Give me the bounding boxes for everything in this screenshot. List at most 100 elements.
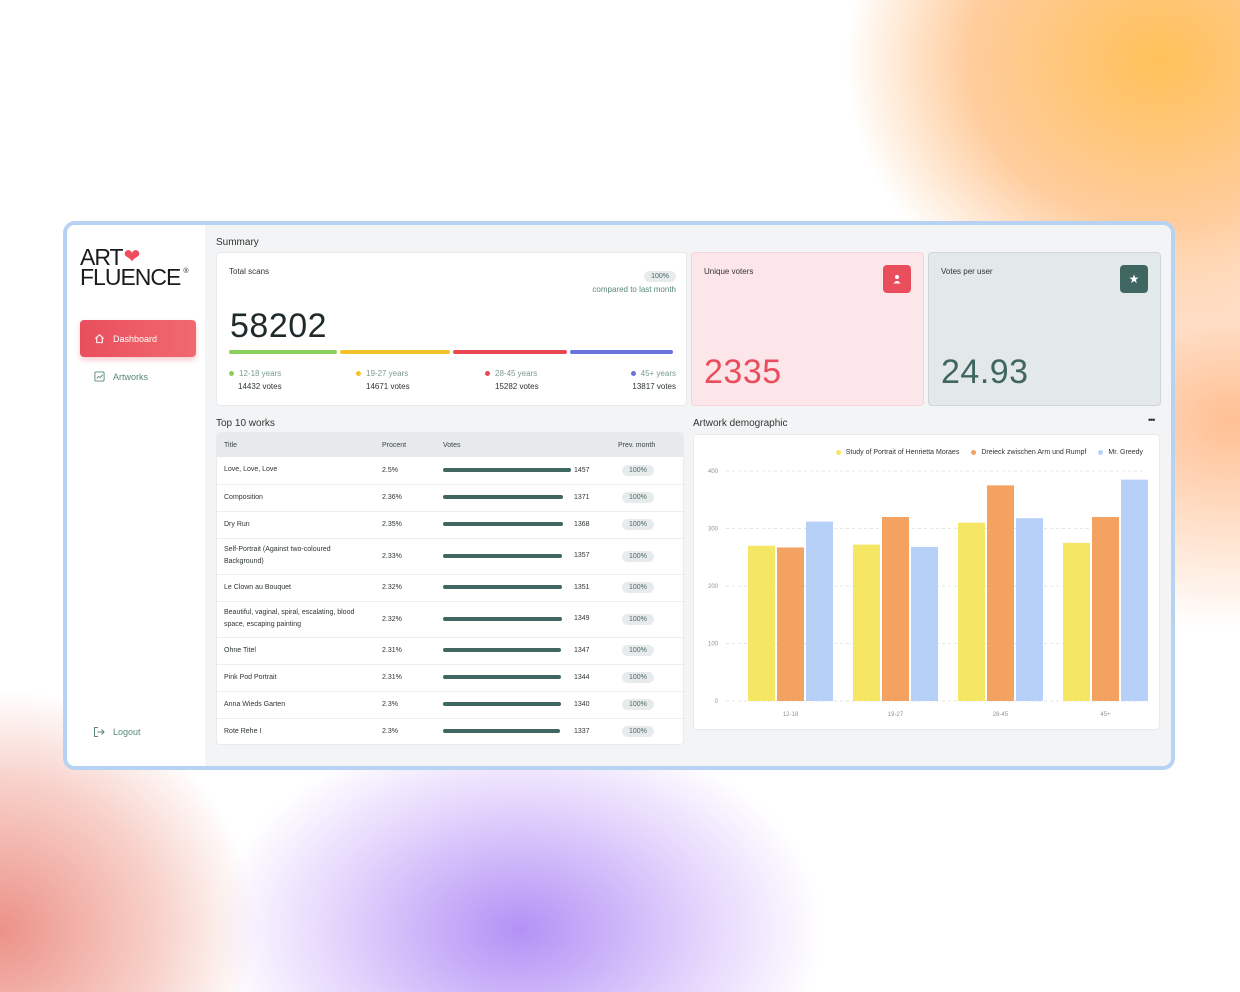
segment-legend-28-45: 28-45 years 15282 votes (485, 369, 539, 391)
segment-bar-12-18 (229, 350, 337, 354)
bar-45+-series-2[interactable] (1121, 479, 1148, 701)
segment-votes: 13817 votes (632, 382, 676, 391)
cell-prev: 100% (611, 538, 683, 575)
votes-progress-bar (443, 495, 571, 500)
vote-count: 1349 (574, 615, 590, 623)
cell-votes: 1368 (436, 511, 611, 539)
y-tick-label: 200 (708, 584, 719, 590)
logo-text-fluence: FLUENCE (80, 264, 181, 290)
vote-count: 1344 (574, 673, 590, 681)
bar-19-27-series-1[interactable] (882, 517, 909, 701)
votes-progress-bar (443, 675, 571, 680)
bar-19-27-series-2[interactable] (911, 546, 938, 701)
bar-chart: 0 100 200 300 400 12-18 19-27 28-45 45+ (708, 469, 1148, 718)
table-row[interactable]: Dry Run 2.35% 1368 100% (217, 511, 683, 539)
main-content: Summary Total scans 100% compared to las… (205, 225, 1171, 766)
cell-prev: 100% (611, 457, 683, 485)
legend-label: Dreieck zwischen Arm und Rumpf (981, 449, 1087, 456)
legend-label: Study of Portrait of Henrietta Moraes (845, 449, 960, 456)
votes-per-user-value: 24.93 (941, 353, 1029, 391)
table-row[interactable]: Love, Love, Love 2.5% 1457 100% (217, 457, 683, 485)
table-row[interactable]: Ohne Titel 2.31% 1347 100% (217, 637, 683, 665)
logout-label: Logout (113, 726, 141, 737)
cell-procent: 2.32% (375, 574, 436, 602)
bar-45+-series-1[interactable] (1092, 517, 1119, 701)
y-tick-label: 300 (708, 527, 719, 533)
segment-bar-19-27 (340, 350, 450, 354)
table-row[interactable]: Self-Portrait (Against two-coloured Back… (217, 538, 683, 575)
legend-dot-icon (971, 450, 977, 455)
vote-count: 1457 (574, 466, 590, 474)
votes-progress-bar (443, 616, 571, 621)
bar-28-45-series-2[interactable] (1016, 518, 1043, 701)
bar-28-45-series-1[interactable] (987, 485, 1014, 701)
bar-12-18-series-1[interactable] (777, 547, 804, 701)
logout-button[interactable]: Logout (80, 713, 196, 750)
cell-title: Anna Wieds Garten (217, 691, 375, 719)
x-tick-label: 19-27 (888, 712, 904, 718)
prev-month-badge: 100% (622, 492, 654, 503)
top-works-table: Title Procent Votes Prev. month Love, Lo… (216, 432, 684, 745)
prev-month-badge: 100% (622, 582, 654, 593)
table-header-row: Title Procent Votes Prev. month (217, 433, 683, 457)
segment-votes: 15282 votes (495, 382, 539, 391)
cell-title: Rote Rehe I (217, 718, 375, 744)
segment-label: 28-45 years (495, 369, 538, 378)
logo-text-art: ART (80, 244, 124, 270)
x-tick-label: 12-18 (783, 712, 799, 718)
table-row[interactable]: Beautiful, vaginal, spiral, escalating, … (217, 601, 683, 638)
votes-progress-bar (443, 585, 571, 590)
table-row[interactable]: Composition 2.36% 1371 100% (217, 484, 683, 512)
votes-progress-bar (443, 702, 571, 707)
cell-prev: 100% (611, 664, 683, 692)
vote-count: 1351 (574, 583, 590, 591)
cell-prev: 100% (611, 718, 683, 744)
votes-per-user-label: Votes per user (941, 267, 993, 276)
bar-12-18-series-2[interactable] (806, 521, 833, 701)
col-title-header: Title (224, 441, 237, 449)
prev-month-badge: 100% (622, 726, 654, 737)
chart-legend: Study of Portrait of Henrietta Moraes Dr… (835, 449, 1143, 456)
votes-progress-bar (443, 729, 571, 734)
demographic-title: Artwork demographic (693, 418, 788, 429)
dot-icon (229, 371, 234, 376)
bar-12-18-series-0[interactable] (748, 545, 775, 701)
cell-title: Pink Pod Portrait (217, 664, 375, 692)
cell-votes: 1357 (436, 538, 611, 575)
vote-count: 1347 (574, 646, 590, 654)
cell-procent: 2.3% (375, 691, 436, 719)
cell-procent: 2.31% (375, 637, 436, 665)
vote-count: 1337 (574, 727, 590, 735)
votes-progress-bar (443, 648, 571, 653)
segment-label: 12-18 years (239, 369, 282, 378)
sidebar-item-dashboard[interactable]: Dashboard (80, 320, 196, 357)
prev-month-badge: 100% (622, 550, 654, 562)
table-row[interactable]: Anna Wieds Garten 2.3% 1340 100% (217, 691, 683, 719)
table-row[interactable]: Pink Pod Portrait 2.31% 1344 100% (217, 664, 683, 692)
prev-month-badge: 100% (622, 672, 654, 683)
dot-icon (630, 371, 636, 376)
votes-progress-bar (443, 522, 571, 527)
vote-count: 1371 (574, 493, 590, 501)
sidebar: ART ❤ FLUENCE ® Dashboard Artworks Logout (67, 225, 205, 766)
bar-45+-series-0[interactable] (1063, 542, 1090, 701)
cell-votes: 1351 (436, 574, 611, 602)
unique-voters-label: Unique voters (704, 267, 754, 276)
cell-procent: 2.33% (375, 538, 436, 575)
dot-icon (485, 371, 490, 376)
segment-label: 19-27 years (366, 369, 409, 378)
votes-progress-bar (443, 553, 571, 558)
sidebar-item-artworks[interactable]: Artworks (80, 358, 196, 395)
registered-mark: ® (183, 268, 188, 275)
segment-legend-45-plus: 45+ years 13817 votes (630, 369, 676, 391)
cell-prev: 100% (611, 601, 683, 638)
bar-28-45-series-0[interactable] (958, 522, 985, 701)
unique-voters-value: 2335 (704, 353, 782, 391)
vote-count: 1340 (574, 700, 590, 708)
segment-bar-28-45 (453, 350, 567, 354)
bar-19-27-series-0[interactable] (853, 544, 880, 701)
more-options-icon[interactable]: ••• (1148, 415, 1156, 425)
table-row[interactable]: Rote Rehe I 2.3% 1337 100% (217, 718, 683, 744)
col-votes-header: Votes (443, 441, 461, 449)
table-row[interactable]: Le Clown au Bouquet 2.32% 1351 100% (217, 574, 683, 602)
